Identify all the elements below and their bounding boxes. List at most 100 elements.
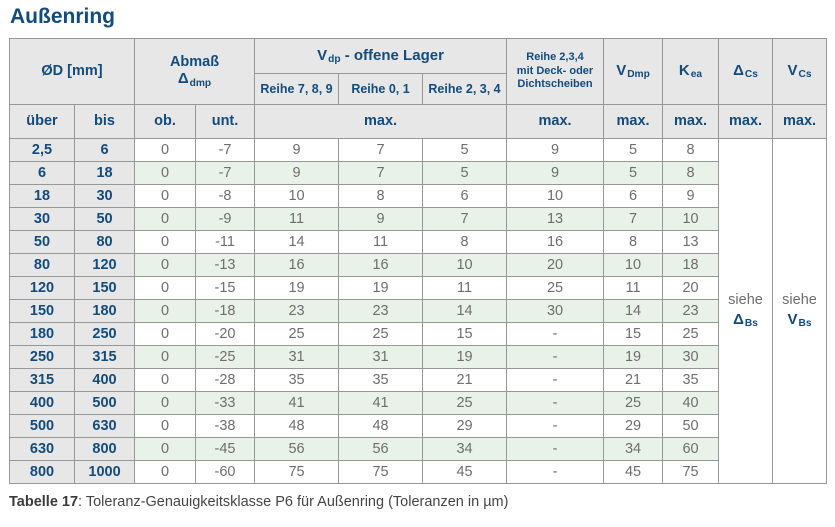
cell-ob: 0 bbox=[134, 299, 197, 323]
cell-kea: 35 bbox=[662, 368, 720, 392]
cell-r234: 25 bbox=[422, 391, 508, 415]
cell-r01: 75 bbox=[338, 460, 424, 484]
cell-kea: 25 bbox=[662, 322, 720, 346]
cell-r01: 41 bbox=[338, 391, 424, 415]
cell-unt: -9 bbox=[195, 207, 256, 231]
cell-r01: 8 bbox=[338, 184, 424, 208]
table-row: 30 50 0 -9 11 9 7 13 7 10 bbox=[9, 207, 827, 231]
cell-vdmp: 7 bbox=[603, 207, 664, 231]
cell-kea: 9 bbox=[662, 184, 720, 208]
col-header-ob: ob. bbox=[134, 104, 197, 139]
cell-bis: 6 bbox=[73, 138, 136, 162]
cell-r789: 35 bbox=[254, 368, 340, 392]
max-label-vdmp: max. bbox=[603, 104, 664, 139]
cell-uber: 80 bbox=[9, 253, 75, 277]
max-label-kea: max. bbox=[662, 104, 720, 139]
table-row: 80 120 0 -13 16 16 10 20 10 18 bbox=[9, 253, 827, 277]
cell-r789: 9 bbox=[254, 161, 340, 185]
cell-r234: 8 bbox=[422, 230, 508, 254]
table-body: 2,5 6 0 -7 9 7 5 9 5 8 siehe ΔBs siehe VBs 6 18 0 -7 9 7 5 9 5… bbox=[9, 138, 828, 484]
cell-uber: 315 bbox=[9, 368, 75, 392]
table-row: 2,5 6 0 -7 9 7 5 9 5 8 siehe ΔBs siehe VBs bbox=[9, 138, 828, 484]
cell-uber: 50 bbox=[9, 230, 75, 254]
table-row: 120 150 0 -15 19 19 11 25 11 20 bbox=[9, 276, 827, 300]
cell-uber: 500 bbox=[9, 414, 75, 438]
cell-ob: 0 bbox=[134, 207, 197, 231]
cell-deck: 9 bbox=[506, 138, 605, 162]
cell-uber: 150 bbox=[9, 299, 75, 323]
cell-ob: 0 bbox=[134, 253, 197, 277]
cell-bis: 120 bbox=[73, 253, 136, 277]
siehe-symbol: ΔBs bbox=[733, 311, 758, 330]
header-row-2: Reihe 7, 8, 9 Reihe 0, 1 Reihe 2, 3, 4 bbox=[10, 73, 827, 105]
cell-vdmp: 25 bbox=[603, 391, 664, 415]
cell-r01: 19 bbox=[338, 276, 424, 300]
cell-unt: -11 bbox=[195, 230, 256, 254]
cell-deck: 25 bbox=[506, 276, 605, 300]
cell-uber: 180 bbox=[9, 322, 75, 346]
cell-unt: -60 bbox=[195, 460, 256, 484]
cell-vdmp: 5 bbox=[603, 161, 664, 185]
max-label-vdp: max. bbox=[254, 104, 508, 139]
cell-bis: 250 bbox=[73, 322, 136, 346]
cell-ob: 0 bbox=[134, 276, 197, 300]
cell-r01: 23 bbox=[338, 299, 424, 323]
tolerance-table: ØD [mm] Abmaß Δdmp Vdp - offene Lager Re… bbox=[8, 38, 828, 484]
cell-unt: -38 bbox=[195, 414, 256, 438]
cell-deck: - bbox=[506, 345, 605, 369]
cell-kea: 10 bbox=[662, 207, 720, 231]
col-header-kea: Kea bbox=[662, 38, 720, 105]
col-header-vdmp: VDmp bbox=[603, 38, 664, 105]
cell-uber: 2,5 bbox=[9, 138, 75, 162]
cell-kea: 75 bbox=[662, 460, 720, 484]
cell-r234: 45 bbox=[422, 460, 508, 484]
cell-bis: 500 bbox=[73, 391, 136, 415]
cell-vdmp: 11 bbox=[603, 276, 664, 300]
cell-deck: 13 bbox=[506, 207, 605, 231]
cell-r01: 25 bbox=[338, 322, 424, 346]
table-row: 6 18 0 -7 9 7 5 9 5 8 bbox=[9, 161, 827, 185]
max-label-vcs: max. bbox=[772, 104, 828, 139]
cell-bis: 180 bbox=[73, 299, 136, 323]
cell-r01: 9 bbox=[338, 207, 424, 231]
cell-r01: 7 bbox=[338, 161, 424, 185]
cell-uber: 630 bbox=[9, 437, 75, 461]
table-row: 800 1000 0 -60 75 75 45-45 75 bbox=[9, 460, 827, 484]
cell-kea: 13 bbox=[662, 230, 720, 254]
col-header-reihe234: Reihe 2, 3, 4 bbox=[422, 73, 508, 105]
col-header-bis: bis bbox=[73, 104, 136, 139]
cell-ob: 0 bbox=[134, 391, 197, 415]
cell-uber: 400 bbox=[9, 391, 75, 415]
cell-vdmp: 34 bbox=[603, 437, 664, 461]
table-header: ØD [mm] Abmaß Δdmp Vdp - offene Lager Re… bbox=[8, 38, 828, 139]
cell-r234: 10 bbox=[422, 253, 508, 277]
cell-ob: 0 bbox=[134, 414, 197, 438]
cell-deck: - bbox=[506, 368, 605, 392]
cell-deck: - bbox=[506, 437, 605, 461]
cell-unt: -28 bbox=[195, 368, 256, 392]
cell-deck: - bbox=[506, 322, 605, 346]
max-label-delta-cs: max. bbox=[718, 104, 774, 139]
cell-deck: - bbox=[506, 391, 605, 415]
siehe-symbol: VBs bbox=[787, 311, 812, 330]
cell-r01: 31 bbox=[338, 345, 424, 369]
cell-uber: 6 bbox=[9, 161, 75, 185]
cell-r234: 14 bbox=[422, 299, 508, 323]
cell-ob: 0 bbox=[134, 161, 197, 185]
cell-r789: 23 bbox=[254, 299, 340, 323]
cell-r01: 11 bbox=[338, 230, 424, 254]
cell-deck: - bbox=[506, 414, 605, 438]
cell-uber: 18 bbox=[9, 184, 75, 208]
table-row: 250 315 0 -25 31 31 19-19 30 bbox=[9, 345, 827, 369]
cell-r789: 10 bbox=[254, 184, 340, 208]
cell-bis: 400 bbox=[73, 368, 136, 392]
cell-kea: 18 bbox=[662, 253, 720, 277]
cell-ob: 0 bbox=[134, 322, 197, 346]
cell-r789: 19 bbox=[254, 276, 340, 300]
cell-unt: -25 bbox=[195, 345, 256, 369]
col-header-unt: unt. bbox=[195, 104, 256, 139]
cell-vdmp: 8 bbox=[603, 230, 664, 254]
cell-unt: -13 bbox=[195, 253, 256, 277]
cell-ob: 0 bbox=[134, 138, 197, 162]
od-label: ØD [mm] bbox=[41, 63, 103, 80]
